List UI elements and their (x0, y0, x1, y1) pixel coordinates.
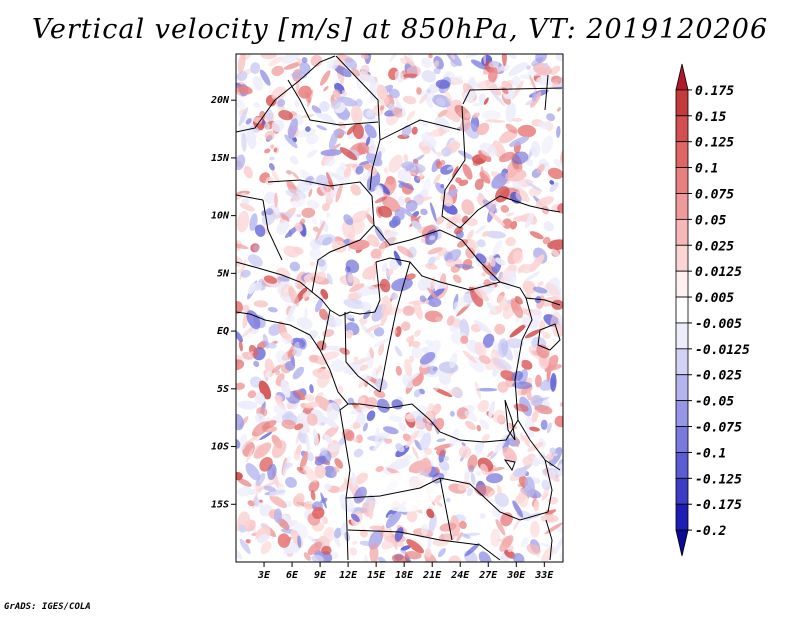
lat-tick-label: 10N (211, 211, 230, 222)
lat-tick-label: EQ (217, 326, 229, 337)
colorbar-label: 0.005 (695, 291, 734, 306)
colorbar-label: -0.175 (695, 498, 742, 513)
colorbar-label: 0.0125 (695, 265, 742, 280)
colorbar-label: -0.125 (695, 472, 742, 487)
colorbar-segment (675, 270, 689, 298)
latitude-axis: 20N 15N 10N 5N EQ 5S 10S 15S (210, 95, 236, 510)
colorbar-segment (675, 296, 689, 324)
colorbar-segment (675, 193, 689, 220)
colorbar-segment (675, 63, 689, 91)
colorbar-segment (675, 89, 689, 117)
colorbar-label: -0.0125 (695, 343, 750, 358)
lon-tick-label: 15E (367, 570, 386, 581)
lon-tick-label: 30E (506, 570, 526, 581)
colorbar-label: 0.025 (695, 239, 734, 254)
colorbar-label: 0.125 (695, 136, 734, 151)
map-title: Vertical velocity [m/s] at 850hPa, VT: 2… (31, 14, 769, 45)
colorbar-segment (675, 322, 689, 350)
map-frame (235, 53, 564, 563)
map-figure: 20N 15N 10N 5N EQ 5S 10S 15S 3E 6E 9E 12E 15E 18E 21E… (210, 53, 750, 581)
lon-tick-label: 21E (422, 570, 442, 581)
colorbar-label: -0.05 (695, 395, 734, 410)
colorbar-label: -0.005 (695, 317, 742, 332)
lat-tick-label: 5N (217, 268, 230, 279)
lon-tick-label: 3E (257, 570, 271, 581)
colorbar-segment (675, 141, 689, 168)
lat-tick-label: 15S (211, 499, 229, 510)
colorbar-segment (675, 374, 689, 402)
lon-tick-label: 12E (339, 570, 358, 581)
lon-tick-label: 24E (450, 570, 470, 581)
colorbar-label: 0.075 (695, 187, 734, 202)
colorbar-segment (675, 503, 689, 531)
colorbar-segment (675, 348, 689, 376)
colorbar-label: 0.1 (695, 162, 718, 177)
colorbar-segment (675, 244, 689, 272)
colorbar-label: -0.075 (695, 421, 742, 436)
lakes (503, 323, 561, 561)
colorbar-legend: 0.175 0.15 0.125 0.1 0.075 0.05 0.025 0.0125 0.0… (675, 63, 750, 557)
lon-tick-label: 6E (286, 570, 299, 581)
colorbar-segment (675, 426, 689, 453)
credit-label: GrADS: IGES/COLA (4, 602, 91, 612)
lat-tick-label: 20N (210, 95, 230, 106)
lon-tick-label: 27E (478, 570, 498, 581)
colorbar-segment (675, 529, 689, 557)
lon-tick-label: 33E (534, 570, 554, 581)
colorbar-segment (675, 218, 689, 246)
colorbar-segment (675, 167, 689, 194)
lat-tick-label: 15N (211, 153, 230, 164)
colorbar-label: 0.05 (695, 213, 726, 228)
colorbar-segment (675, 452, 689, 479)
velocity-field (236, 54, 563, 562)
colorbar-segment (675, 400, 689, 427)
colorbar-label: 0.175 (695, 84, 734, 99)
colorbar-label: 0.15 (695, 110, 726, 125)
colorbar-label: -0.2 (695, 524, 726, 539)
colorbar-label: -0.025 (695, 369, 742, 384)
colorbar-segment (675, 115, 689, 143)
longitude-axis: 3E 6E 9E 12E 15E 18E 21E 24E 27E 30E 33E (257, 562, 554, 581)
lon-tick-label: 9E (314, 570, 327, 581)
lon-tick-label: 18E (395, 570, 414, 581)
colorbar-label: -0.1 (695, 446, 726, 461)
colorbar-segment (675, 477, 689, 505)
lat-tick-label: 5S (217, 384, 229, 395)
lat-tick-label: 10S (211, 442, 229, 453)
country-borders (236, 55, 563, 561)
